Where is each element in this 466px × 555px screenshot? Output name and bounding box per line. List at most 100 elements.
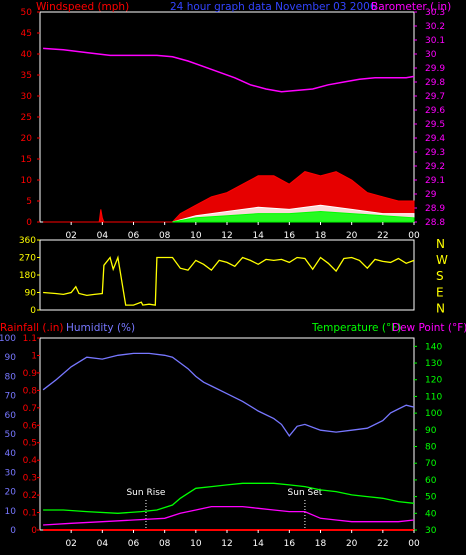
hour-tick-label-top: 20 [346,231,358,241]
windspeed-axis-label: Windspeed (mph) [36,1,129,13]
windspeed-tick-label: 5 [26,197,32,207]
windspeed-tick-label: 10 [21,176,33,186]
temperature-line [43,482,415,514]
rainfall-tick-label: 0.7 [23,404,37,414]
temperature-tick-label: 140 [425,342,442,352]
hour-tick-label-top: 14 [252,231,264,241]
hour-tick-label-top: 08 [159,231,171,241]
temperature-tick-label: 80 [425,443,437,453]
temperature-tick-label: 30 [425,526,437,536]
hour-tick-label-top: 16 [284,231,296,241]
temperature-tick-label: 120 [425,376,442,386]
chart-title: 24 hour graph data November 03 2006 [170,1,377,13]
humidity-tick-label: 80 [5,372,17,382]
rainfall-tick-label: 0 [31,526,37,536]
humidity-tick-label: 90 [5,353,17,363]
plot-frame-2 [39,239,415,311]
hour-tick-label-bottom: 22 [377,539,388,549]
direction-tick-label: 90 [25,289,37,299]
sun-marker-label: Sun Set [288,488,323,498]
rainfall-tick-label: 0.8 [23,386,38,396]
temperature-tick-label: 130 [425,359,442,369]
humidity-tick-label: 10 [5,507,17,517]
hour-tick-label-bottom: 16 [284,539,296,549]
windspeed-tick-label: 45 [21,29,32,39]
hour-tick-label-top: 02 [65,231,76,241]
temperature-tick-label: 110 [425,392,442,402]
windspeed-tick-label: 50 [21,8,33,18]
humidity-tick-label: 60 [5,411,17,421]
humidity-tick-label: 40 [5,449,17,459]
compass-label: S [436,269,444,283]
rainfall-tick-label: 0.1 [23,509,37,519]
compass-label: E [436,285,444,299]
average-green-line [172,210,415,223]
barometer-tick-label: 29.3 [425,148,445,158]
hour-tick-label-bottom: 06 [128,539,140,549]
wind-direction-line [43,255,415,306]
temperature-tick-label: 50 [425,493,437,503]
compass-label: N [436,237,445,251]
temperature-tick-label: 60 [425,476,437,486]
rainfall-tick-label: 1 [31,351,37,361]
hour-tick-label-top: 12 [221,231,232,241]
barometer-tick-label: 30.3 [425,8,445,18]
windspeed-tick-label: 0 [26,218,32,228]
barometer-tick-label: 28.9 [425,204,445,214]
windspeed-tick-label: 35 [21,71,32,81]
hour-tick-label-top: 04 [97,231,109,241]
hour-tick-label-top: 10 [190,231,202,241]
hour-tick-label-top: 22 [377,231,388,241]
compass-label: W [436,253,448,267]
hour-tick-label-bottom: 08 [159,539,171,549]
rainfall-tick-label: 0.6 [23,421,38,431]
direction-tick-label: 270 [19,254,36,264]
rainfall-axis-label: Rainfall (.in) [0,322,63,334]
barometer-axis-label: Barometer (.in) [371,1,451,13]
hour-tick-label-top: 18 [315,231,327,241]
hour-tick-label-top: 06 [128,231,140,241]
direction-tick-label: 360 [19,236,36,246]
dewpoint-axis-label: Dew Point (°F) [392,322,466,334]
rainfall-tick-label: 0.9 [23,369,38,379]
windspeed-tick-label: 20 [21,134,33,144]
barometer-tick-label: 30.2 [425,22,445,32]
hour-tick-label-bottom: 00 [408,539,420,549]
plot-frame-3 [39,337,415,531]
hour-tick-label-bottom: 18 [315,539,327,549]
temperature-tick-label: 40 [425,509,437,519]
barometer-tick-label: 29.6 [425,106,445,116]
barometer-tick-label: 29.1 [425,176,445,186]
windspeed-tick-label: 30 [21,92,33,102]
rainfall-tick-label: 1.1 [23,334,37,344]
direction-tick-label: 180 [19,271,36,281]
barometer-tick-label: 30.1 [425,36,445,46]
temperature-tick-label: 90 [425,426,437,436]
hour-tick-label-bottom: 02 [65,539,76,549]
dew-point-line [43,505,415,526]
rainfall-tick-label: 0.4 [23,456,38,466]
compass-label: N [436,301,445,315]
humidity-tick-label: 70 [5,392,17,402]
humidity-tick-label: 30 [5,468,17,478]
sun-marker-label: Sun Rise [126,488,165,498]
windspeed-tick-label: 40 [21,50,33,60]
barometer-tick-label: 28.8 [425,218,445,228]
humidity-axis-label: Humidity (%) [66,322,135,334]
hour-tick-label-bottom: 12 [221,539,232,549]
barometer-tick-label: 29 [425,190,437,200]
rainfall-tick-label: 0.3 [23,474,37,484]
direction-tick-label: 0 [30,306,36,316]
barometer-tick-label: 29.9 [425,64,445,74]
temperature-axis-label: Temperature (°F) [311,322,401,334]
hour-tick-label-bottom: 10 [190,539,202,549]
barometer-tick-label: 29.5 [425,120,445,130]
barometer-tick-label: 29.7 [425,92,445,102]
barometer-tick-label: 29.8 [425,78,445,88]
temperature-tick-label: 70 [425,459,437,469]
hour-tick-label-bottom: 14 [252,539,264,549]
windspeed-tick-label: 25 [21,113,32,123]
hour-tick-label-top: 00 [408,231,420,241]
rainfall-tick-label: 0.2 [23,491,37,501]
